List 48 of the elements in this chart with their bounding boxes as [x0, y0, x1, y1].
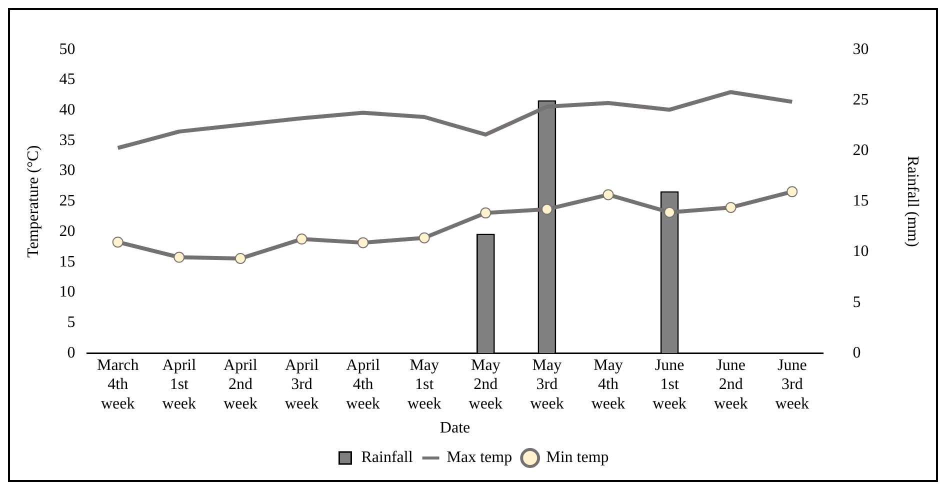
point	[174, 252, 185, 263]
y-axis-title: Temperature (°C)	[24, 145, 42, 258]
y-tick-label: 25	[59, 192, 76, 210]
x-axis-title: Date	[440, 420, 470, 437]
x-tick-label: May 4th week	[591, 357, 626, 412]
y-tick-label: 0	[67, 344, 76, 362]
point	[358, 237, 369, 248]
y-tick-label: 50	[59, 40, 76, 58]
y-tick-label: 35	[59, 132, 76, 149]
y2-tick-label: 10	[852, 243, 869, 260]
x-tick-label: June 2nd week	[714, 357, 748, 412]
point	[725, 202, 736, 213]
y-tick-label: 40	[59, 102, 76, 119]
y-tick-label: 30	[59, 162, 76, 180]
x-tick-label: May 3rd week	[530, 357, 564, 412]
legend-label: Rainfall	[361, 449, 414, 466]
y2-tick-label: 20	[852, 142, 869, 160]
x-tick-label: May 2nd week	[468, 357, 503, 412]
x-tick-label: April 4th week	[346, 357, 380, 412]
x-tick-label: June 3rd week	[775, 357, 810, 412]
point	[541, 204, 552, 215]
y2-axis-title: Rainfall (mm)	[904, 156, 922, 247]
y2-tick-label: 15	[852, 192, 869, 210]
point	[296, 234, 308, 245]
legend-label: Max temp	[446, 449, 512, 466]
y-tick-label: 15	[59, 253, 76, 270]
y-tick-label: 5	[67, 314, 76, 332]
point	[786, 186, 798, 198]
legend-label: Min temp	[546, 449, 609, 466]
point	[602, 189, 614, 200]
y-tick-label: 10	[59, 284, 76, 301]
x-tick-label: April 1st week	[162, 357, 197, 412]
point	[418, 232, 430, 244]
x-tick-label: May 1st week	[407, 357, 442, 412]
y-tick-label: 45	[59, 71, 76, 88]
y2-tick-label: 0	[852, 344, 861, 362]
y-tick-label: 20	[59, 222, 76, 240]
x-tick-label: April 2nd week	[224, 357, 258, 412]
x-tick-label: March 4th week	[96, 357, 139, 412]
point	[112, 236, 124, 248]
point	[234, 252, 246, 264]
point	[664, 206, 676, 218]
x-tick-label: April 3rd week	[284, 357, 320, 412]
y2-tick-label: 5	[852, 294, 861, 311]
y2-tick-label: 25	[852, 91, 869, 108]
point	[480, 207, 492, 218]
y2-tick-label: 30	[852, 40, 869, 58]
x-tick-label: June 1st week	[652, 357, 686, 412]
